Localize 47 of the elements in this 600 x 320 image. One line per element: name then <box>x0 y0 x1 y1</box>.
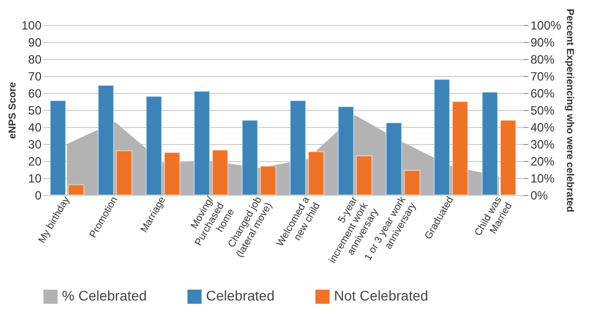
bar <box>242 120 258 196</box>
bar <box>404 170 420 196</box>
y-tick-label: 20 <box>28 154 42 168</box>
legend-label: Not Celebrated <box>334 288 428 304</box>
y-tick-label: 40 <box>28 120 42 134</box>
y2-tick-label: 100% <box>530 18 562 32</box>
y2-tick-label: 0% <box>530 188 548 202</box>
bar <box>482 92 498 196</box>
bar <box>116 150 132 196</box>
y2-tick-label: 20% <box>530 154 555 168</box>
y2-tick-label: 40% <box>530 120 555 134</box>
bar <box>146 96 162 196</box>
y2-tick-label: 90% <box>530 36 555 50</box>
y-tick-label: 10 <box>28 172 42 186</box>
y-tick-label: 70 <box>28 70 42 84</box>
y2-tick-label: 10% <box>530 172 555 186</box>
bar <box>212 149 228 196</box>
y-tick-label: 30 <box>28 138 42 152</box>
y-tick-label: 100 <box>21 18 42 32</box>
bar <box>260 166 276 196</box>
y-tick-label: 80 <box>28 52 42 66</box>
y2-tick-label: 30% <box>530 138 555 152</box>
bar <box>308 151 324 196</box>
bar <box>434 78 450 196</box>
y2-tick-label: 60% <box>530 86 555 100</box>
y-tick-label: 60 <box>28 86 42 100</box>
y-tick-label: 90 <box>28 36 42 50</box>
bar <box>164 152 180 196</box>
bar <box>500 120 516 196</box>
bar <box>68 184 84 196</box>
bar <box>290 100 306 196</box>
bar <box>386 122 402 196</box>
y-tick-label: 0 <box>34 188 42 202</box>
legend-label: % Celebrated <box>62 288 147 304</box>
y-tick-label: 50 <box>28 104 42 118</box>
y2-axis-title: Percent Experiencing who were celebrated <box>564 8 576 212</box>
bar <box>338 106 354 196</box>
bar <box>194 90 210 196</box>
legend-label: Celebrated <box>206 288 274 304</box>
y2-tick-label: 80% <box>530 52 555 66</box>
y-axis-title: eNPS Score <box>7 82 18 139</box>
bar <box>356 155 372 196</box>
y2-tick-label: 50% <box>530 104 555 118</box>
y2-tick-label: 70% <box>530 70 555 84</box>
bar <box>50 100 66 196</box>
bar <box>98 84 114 196</box>
bar <box>452 101 468 196</box>
